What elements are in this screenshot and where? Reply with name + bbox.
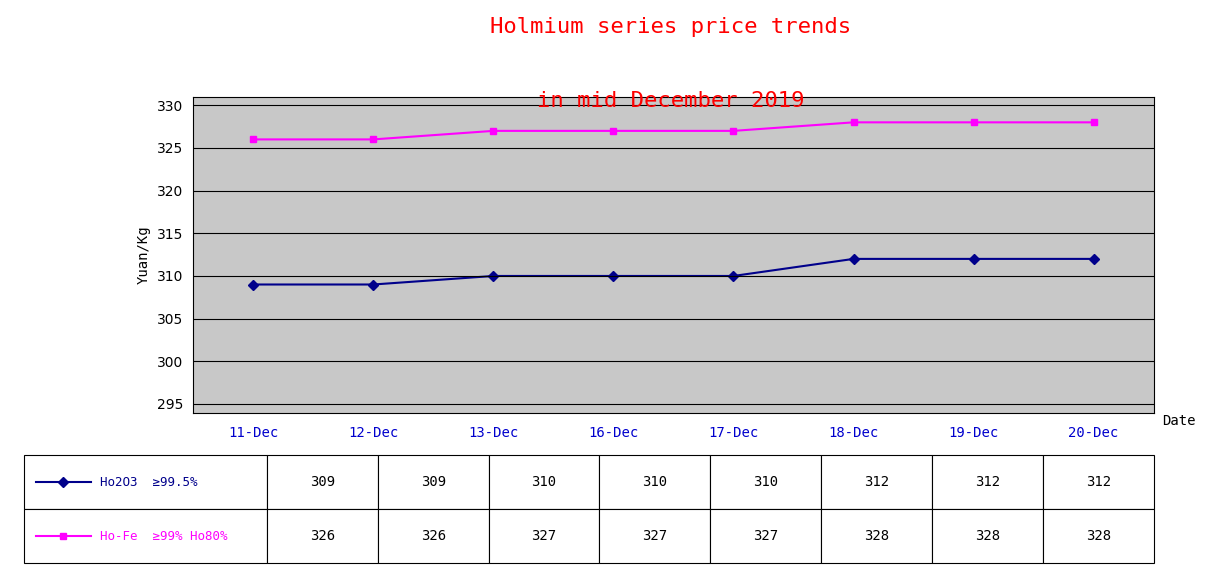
Text: 328: 328 [864,529,889,543]
Text: 328: 328 [1086,529,1111,543]
Text: 312: 312 [975,475,1000,489]
Text: 309: 309 [309,475,335,489]
Y-axis label: Yuan/Kg: Yuan/Kg [137,225,150,284]
Text: 312: 312 [1086,475,1111,489]
Text: 310: 310 [753,475,778,489]
Text: 326: 326 [420,529,446,543]
Text: 326: 326 [309,529,335,543]
Text: Ho-Fe  ≥99% Ho80%: Ho-Fe ≥99% Ho80% [100,530,228,543]
Text: 310: 310 [643,475,668,489]
Text: Date: Date [1162,414,1196,428]
Text: 327: 327 [532,529,557,543]
Text: in mid December 2019: in mid December 2019 [536,91,805,111]
Text: 328: 328 [975,529,1000,543]
Text: Ho2O3  ≥99.5%: Ho2O3 ≥99.5% [100,476,198,489]
Text: 327: 327 [643,529,668,543]
Text: Holmium series price trends: Holmium series price trends [490,17,850,37]
Text: 312: 312 [864,475,889,489]
Text: 327: 327 [753,529,778,543]
Text: 309: 309 [420,475,446,489]
Text: 310: 310 [532,475,557,489]
